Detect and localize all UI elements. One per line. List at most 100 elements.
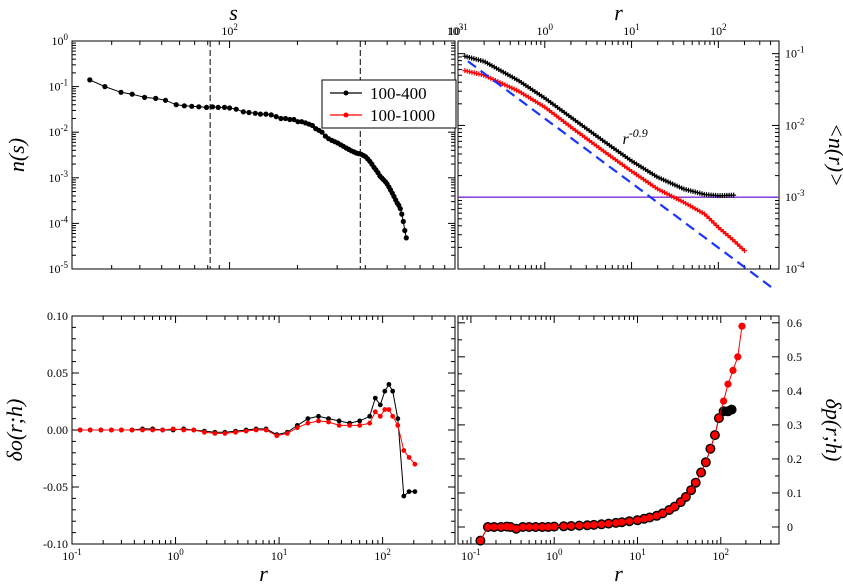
annotation-exponent: -0.9 <box>629 126 648 140</box>
data-point <box>282 115 289 122</box>
tick-base: 10 <box>49 216 61 230</box>
y-tick-label: 0 <box>787 520 793 534</box>
tick-base: 10 <box>52 34 64 48</box>
panel-mean-density: 10-1 100 101 10210-110-210-310-4r<n(r)>r-0.… <box>448 0 843 289</box>
series-line-100-1000 <box>80 409 416 465</box>
data-point <box>253 427 259 433</box>
data-point <box>377 413 383 419</box>
data-point <box>665 506 673 514</box>
data-point <box>590 521 598 529</box>
tick-base: 10 <box>221 24 233 38</box>
data-point <box>575 522 583 530</box>
data-point <box>490 523 498 531</box>
data-point <box>476 537 484 545</box>
legend-marker-red <box>343 112 349 118</box>
data-point <box>227 105 233 111</box>
x-tick-label: 101 <box>629 547 646 563</box>
x-tick-label: 10-1 <box>62 547 82 563</box>
data-point <box>336 423 342 428</box>
tick-exponent: 2 <box>233 22 238 32</box>
tick-exponent: -1 <box>473 547 481 557</box>
data-point <box>687 486 695 494</box>
tick-base: 10 <box>785 262 797 276</box>
y-tick-label: 0.1 <box>787 486 802 500</box>
tick-exponent: 0 <box>549 22 554 32</box>
data-point <box>395 416 401 421</box>
data-point <box>377 402 383 408</box>
data-point <box>274 433 280 439</box>
data-point <box>240 109 246 115</box>
data-point <box>212 431 218 436</box>
tick-base: 10 <box>629 549 641 563</box>
legend: 100-400 100-1000 <box>321 79 457 129</box>
data-point <box>671 503 679 511</box>
data-point <box>319 129 325 135</box>
y-axis-label: <n(r)> <box>824 123 843 187</box>
data-point <box>512 525 520 533</box>
data-point <box>326 419 331 425</box>
x-tick-label: 10-1 <box>448 22 468 38</box>
tick-base: 10 <box>62 549 74 563</box>
data-point <box>659 509 667 517</box>
data-point <box>382 388 388 394</box>
tick-base: 10 <box>49 125 61 139</box>
data-point <box>160 427 166 433</box>
data-point <box>129 91 135 97</box>
data-point <box>401 448 407 453</box>
data-point <box>119 427 124 433</box>
tick-exponent: -5 <box>61 260 69 270</box>
data-point <box>399 211 405 217</box>
data-point <box>697 468 705 477</box>
data-point <box>252 110 258 116</box>
data-point <box>646 513 654 522</box>
data-point <box>246 109 252 116</box>
data-point <box>497 523 505 531</box>
y-tick-label: 10-4 <box>49 214 69 230</box>
data-point <box>525 523 533 531</box>
y-tick-label: 10-4 <box>785 260 805 276</box>
data-point <box>367 420 373 426</box>
data-point <box>711 431 719 439</box>
data-point <box>153 95 159 101</box>
y-axis-label: δp(r;h) <box>821 399 843 462</box>
data-point <box>538 523 546 531</box>
data-point <box>87 427 93 433</box>
power-law-fit-line <box>467 60 774 289</box>
y-tick-label: 100 <box>52 32 69 48</box>
series-line-100-1000 <box>479 326 743 541</box>
y-tick-label: 10-2 <box>785 116 805 132</box>
data-point <box>243 428 249 434</box>
data-point <box>77 427 83 433</box>
data-point <box>519 523 527 531</box>
data-point <box>287 116 293 123</box>
data-point <box>734 353 742 361</box>
legend-label-100-1000: 100-1000 <box>370 106 435 125</box>
data-point <box>233 429 239 435</box>
data-point <box>372 395 378 401</box>
data-point <box>215 104 221 110</box>
series-line-100-400 <box>80 383 415 498</box>
data-point <box>295 119 301 125</box>
data-point <box>189 103 195 109</box>
y-axis-label: n(s) <box>4 138 29 172</box>
fit-annotation: r-0.9 <box>623 126 648 148</box>
data-point <box>406 489 412 494</box>
x-tick-label: 100 <box>167 547 184 563</box>
legend-marker-black <box>343 90 349 96</box>
data-point <box>326 416 331 421</box>
tick-exponent: 2 <box>722 22 727 32</box>
tick-exponent: 1 <box>635 22 640 32</box>
tick-exponent: 1 <box>641 547 646 557</box>
y-tick-label: 0.3 <box>787 418 802 432</box>
data-point <box>507 523 515 531</box>
y-tick-label: 10-2 <box>49 123 69 139</box>
series-line-100-400 <box>464 55 734 197</box>
y-tick-label: 10-5 <box>49 260 69 276</box>
tick-exponent: 0 <box>64 32 69 42</box>
tick-exponent: -2 <box>797 116 805 126</box>
data-point <box>316 413 321 419</box>
data-point <box>724 380 732 388</box>
data-point <box>386 382 392 387</box>
data-point <box>316 418 321 424</box>
